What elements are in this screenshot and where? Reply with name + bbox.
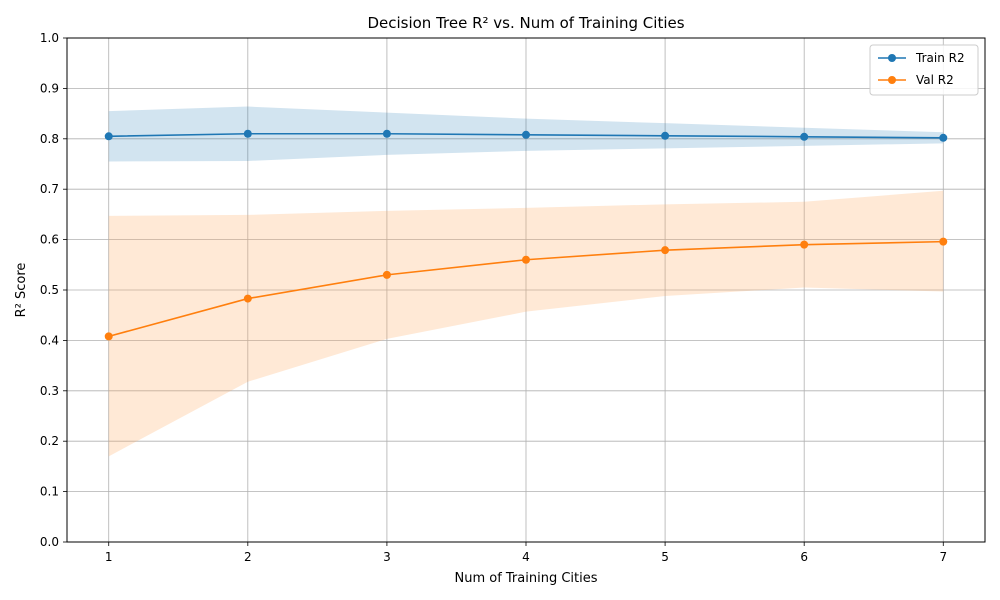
y-tick-label: 0.5 [40,283,59,297]
x-tick-label: 2 [244,550,252,564]
data-point [939,237,948,246]
y-tick-label: 0.3 [40,384,59,398]
x-tick-label: 1 [105,550,113,564]
data-point [243,129,252,138]
data-point [522,130,530,139]
data-point [939,133,948,142]
legend-marker [888,54,896,62]
data-point [661,246,670,255]
data-point [243,294,252,303]
legend-marker [888,76,896,84]
x-axis-label: Num of Training Cities [454,571,597,586]
legend: Train R2 Val R2 [869,44,979,96]
data-point [800,240,809,249]
x-axis-ticks: 1 2 3 4 5 6 7 [105,542,947,564]
data-point [104,332,113,341]
x-tick-label: 3 [383,550,391,564]
data-point [522,255,530,264]
x-tick-label: 4 [522,550,530,564]
y-tick-label: 0.7 [40,182,59,196]
chart-title: Decision Tree R² vs. Num of Training Cit… [367,14,684,32]
data-point [104,132,113,141]
x-tick-label: 7 [939,550,947,564]
y-axis-label: R² Score [14,263,29,318]
y-tick-label: 1.0 [40,31,59,45]
y-tick-label: 0.6 [40,233,59,247]
x-tick-label: 6 [800,550,808,564]
y-axis-ticks: 0.0 0.1 0.2 0.3 0.4 0.5 0.6 0.7 0.8 0.9 1.0 [40,31,67,549]
data-point [382,270,391,279]
legend-label: Val R2 [916,73,954,87]
y-tick-label: 0.8 [40,132,59,146]
series-points [104,129,948,341]
legend-label: Train R2 [915,51,965,65]
y-tick-label: 0.2 [40,434,59,448]
data-point [800,132,809,141]
y-tick-label: 0.9 [40,81,59,95]
y-tick-label: 0.4 [40,333,59,347]
confidence-band [108,190,944,457]
y-tick-label: 0.1 [40,485,59,499]
data-point [382,129,391,138]
y-tick-label: 0.0 [40,535,59,549]
data-point [661,131,670,140]
x-tick-label: 5 [661,550,669,564]
